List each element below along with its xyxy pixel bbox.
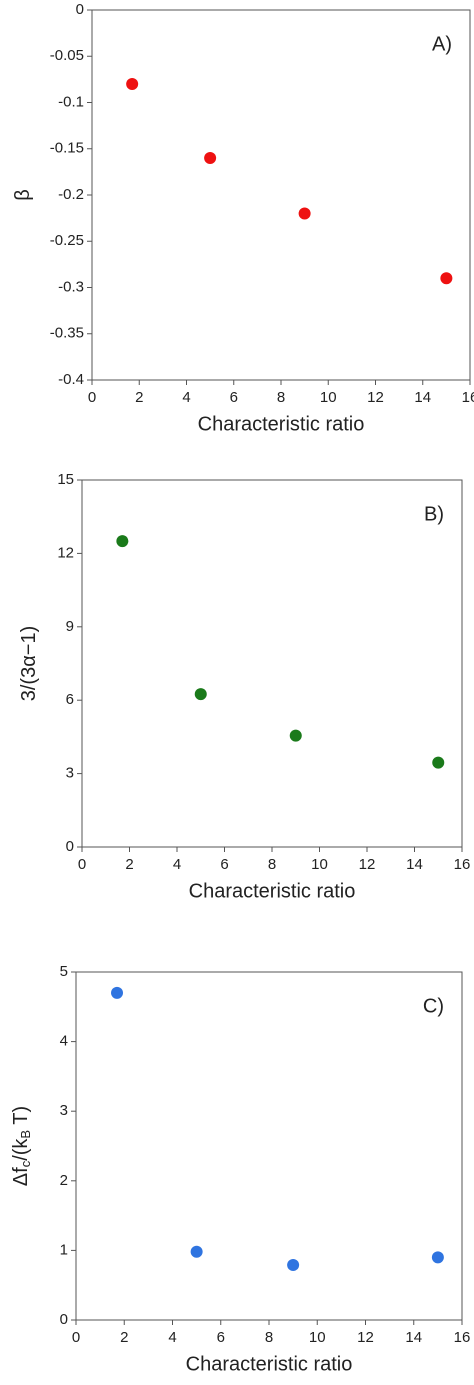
y-axis-label-part: /(k (10, 1138, 32, 1161)
x-tick-label: 4 (173, 856, 181, 873)
x-axis-label: Characteristic ratio (186, 1353, 353, 1375)
x-tick-label: 10 (320, 389, 337, 406)
y-tick-label: -0.05 (50, 47, 84, 64)
x-tick-label: 0 (72, 1329, 80, 1346)
y-tick-label: 3 (66, 765, 74, 782)
y-tick-label: -0.25 (50, 232, 84, 249)
y-tick-label: 1 (60, 1241, 68, 1258)
x-tick-label: 8 (265, 1329, 273, 1346)
x-tick-label: 10 (309, 1329, 326, 1346)
y-tick-label: 2 (60, 1172, 68, 1189)
x-tick-label: 0 (88, 389, 96, 406)
plot-frame (91, 9, 471, 381)
x-tick-label: 4 (182, 389, 190, 406)
y-tick-label: -0.15 (50, 140, 84, 157)
y-axis-label-part: c (18, 1160, 33, 1167)
x-tick-label: 2 (120, 1329, 128, 1346)
point (111, 986, 124, 999)
point (432, 756, 445, 769)
y-axis-label-part: 3/(3α−1) (18, 626, 40, 702)
x-tick-label: 14 (405, 1329, 422, 1346)
x-tick-label: 12 (359, 856, 376, 873)
y-axis-label-part: Δf (10, 1167, 32, 1186)
x-tick-label: 6 (220, 856, 228, 873)
y-tick-label: -0.35 (50, 325, 84, 342)
x-tick-label: 16 (462, 389, 474, 406)
annotation: C) (423, 995, 444, 1017)
y-axis-label-part: B (18, 1130, 33, 1139)
x-tick-label: 0 (78, 856, 86, 873)
y-tick-label: -0.1 (58, 93, 84, 110)
y-tick-label: 9 (66, 618, 74, 635)
annotation: B) (424, 503, 444, 525)
y-tick-label: 3 (60, 1102, 68, 1119)
x-tick-label: 8 (268, 856, 276, 873)
y-tick-label: 0 (60, 1311, 68, 1328)
point (287, 1259, 300, 1272)
y-axis-label-part: T) (10, 1106, 32, 1130)
y-tick-label: -0.2 (58, 186, 84, 203)
annotation: A) (432, 33, 452, 55)
x-tick-label: 4 (168, 1329, 176, 1346)
point (440, 272, 453, 285)
x-tick-label: 2 (135, 389, 143, 406)
y-tick-label: 4 (60, 1033, 68, 1050)
y-axis-label: Δfc/(kB T) (10, 1106, 33, 1186)
x-tick-label: 10 (311, 856, 328, 873)
plot-frame (75, 971, 463, 1321)
x-tick-label: 2 (125, 856, 133, 873)
point (116, 535, 129, 548)
x-tick-label: 6 (230, 389, 238, 406)
y-axis-label: β (12, 189, 34, 201)
y-tick-label: 6 (66, 691, 74, 708)
y-tick-label: -0.4 (58, 371, 84, 388)
x-axis-label: Characteristic ratio (189, 880, 356, 902)
y-tick-label: 5 (60, 963, 68, 980)
point (126, 78, 139, 90)
y-axis-label: 3/(3α−1) (18, 626, 40, 702)
point (298, 207, 311, 220)
y-tick-label: 15 (57, 471, 74, 488)
y-axis-label-part: β (12, 189, 34, 201)
y-tick-label: 12 (57, 544, 74, 561)
x-axis-label: Characteristic ratio (198, 413, 365, 435)
x-tick-label: 6 (217, 1329, 225, 1346)
point (289, 729, 302, 742)
x-tick-label: 16 (454, 856, 471, 873)
x-tick-label: 12 (367, 389, 384, 406)
x-tick-label: 12 (357, 1329, 374, 1346)
point (204, 152, 217, 164)
x-tick-label: 14 (406, 856, 423, 873)
y-tick-label: 0 (66, 838, 74, 855)
plot-frame (81, 479, 463, 848)
point (190, 1245, 203, 1258)
point (431, 1251, 444, 1264)
y-tick-label: 0 (76, 1, 84, 18)
x-tick-label: 16 (454, 1329, 471, 1346)
point (194, 688, 207, 701)
y-tick-label: -0.3 (58, 278, 84, 295)
x-tick-label: 14 (414, 389, 431, 406)
x-tick-label: 8 (277, 389, 285, 406)
